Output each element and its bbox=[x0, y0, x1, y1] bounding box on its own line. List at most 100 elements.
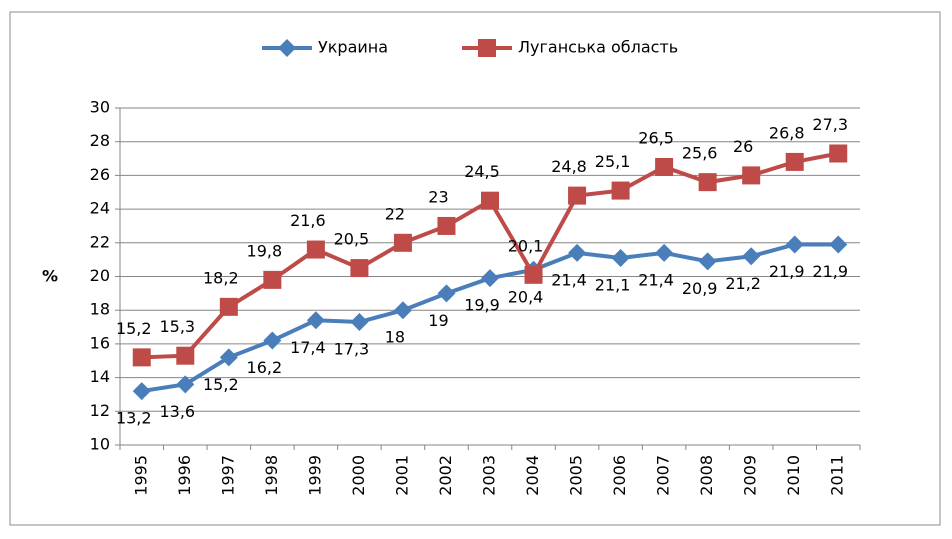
value-label: 21,4 bbox=[638, 270, 674, 289]
legend-marker bbox=[278, 39, 296, 57]
point bbox=[176, 375, 195, 394]
value-label: 27,3 bbox=[812, 115, 848, 134]
point bbox=[785, 152, 804, 171]
value-label: 15,2 bbox=[203, 375, 239, 394]
point bbox=[481, 191, 499, 210]
point bbox=[350, 259, 369, 278]
y-tick-label: 20 bbox=[90, 266, 110, 285]
point bbox=[306, 240, 325, 259]
value-label: 20,9 bbox=[682, 279, 718, 298]
y-tick-label: 30 bbox=[90, 98, 110, 117]
value-label: 18,2 bbox=[203, 268, 239, 287]
value-label: 19 bbox=[428, 311, 448, 330]
point bbox=[698, 173, 717, 192]
point bbox=[829, 144, 848, 163]
x-tick-label: 2002 bbox=[436, 455, 455, 496]
y-tick-label: 28 bbox=[90, 131, 110, 150]
value-label: 20,4 bbox=[508, 287, 544, 306]
point bbox=[655, 157, 674, 176]
y-tick-label: 12 bbox=[90, 401, 110, 420]
point bbox=[524, 265, 543, 284]
chart-frame bbox=[9, 11, 941, 526]
x-tick-label: 2001 bbox=[392, 455, 411, 496]
value-label: 25,6 bbox=[682, 144, 718, 163]
x-tick-label: 2004 bbox=[523, 455, 542, 496]
legend-label: Украина bbox=[318, 38, 388, 57]
point bbox=[568, 186, 587, 205]
value-label: 21,2 bbox=[725, 274, 761, 293]
point bbox=[393, 233, 412, 252]
x-tick-label: 1996 bbox=[175, 455, 194, 496]
point bbox=[306, 311, 325, 330]
point bbox=[437, 284, 456, 303]
value-label: 17,3 bbox=[334, 339, 370, 358]
value-label: 25,1 bbox=[595, 152, 631, 171]
value-label: 21,6 bbox=[290, 211, 326, 230]
value-label: 18 bbox=[385, 328, 405, 347]
point bbox=[437, 216, 456, 235]
value-label: 13,6 bbox=[159, 402, 195, 421]
value-label: 15,2 bbox=[116, 319, 152, 338]
point bbox=[568, 243, 587, 262]
point bbox=[785, 235, 804, 254]
legend-marker bbox=[478, 39, 496, 57]
point bbox=[350, 312, 369, 331]
x-tick-label: 2010 bbox=[784, 455, 803, 496]
point bbox=[263, 270, 282, 289]
value-label: 21,1 bbox=[595, 275, 631, 294]
value-label: 15,3 bbox=[159, 317, 195, 336]
value-label: 26,5 bbox=[638, 128, 674, 147]
point bbox=[698, 252, 717, 271]
x-tick-label: 1999 bbox=[305, 455, 324, 496]
value-label: 19,8 bbox=[247, 241, 283, 260]
x-tick-label: 2000 bbox=[349, 455, 368, 496]
point bbox=[393, 301, 412, 320]
y-tick-label: 26 bbox=[90, 165, 110, 184]
value-label: 16,2 bbox=[247, 358, 283, 377]
y-tick-label: 18 bbox=[90, 300, 110, 319]
point bbox=[742, 247, 761, 266]
x-tick-label: 2007 bbox=[654, 455, 673, 496]
point bbox=[481, 269, 499, 288]
point bbox=[655, 243, 674, 262]
value-label: 20,1 bbox=[508, 236, 544, 255]
value-label: 24,8 bbox=[551, 157, 587, 176]
legend-label: Луганська область bbox=[518, 38, 678, 57]
x-tick-label: 2003 bbox=[480, 455, 499, 496]
point bbox=[611, 248, 630, 267]
value-label: 13,2 bbox=[116, 409, 152, 428]
y-tick-label: 24 bbox=[90, 199, 110, 218]
value-label: 23 bbox=[428, 187, 448, 206]
y-tick-label: 14 bbox=[90, 367, 110, 386]
x-tick-label: 1997 bbox=[218, 455, 237, 496]
point bbox=[219, 297, 238, 316]
y-tick-label: 10 bbox=[90, 435, 110, 454]
x-tick-label: 1998 bbox=[262, 455, 281, 496]
x-tick-label: 1995 bbox=[131, 455, 150, 496]
x-tick-label: 2005 bbox=[567, 455, 586, 496]
y-axis-label: % bbox=[42, 267, 58, 286]
value-label: 24,5 bbox=[464, 162, 500, 181]
value-label: 21,9 bbox=[812, 262, 848, 281]
point bbox=[611, 181, 630, 200]
point bbox=[132, 382, 151, 401]
value-label: 20,5 bbox=[334, 230, 370, 249]
value-label: 26,8 bbox=[769, 123, 805, 142]
point bbox=[176, 346, 195, 365]
x-tick-label: 2008 bbox=[697, 455, 716, 496]
x-tick-label: 2006 bbox=[610, 455, 629, 496]
x-tick-label: 2009 bbox=[741, 455, 760, 496]
value-label: 26 bbox=[733, 137, 753, 156]
point bbox=[219, 348, 238, 367]
point bbox=[742, 166, 761, 185]
point bbox=[132, 348, 151, 367]
x-tick-label: 2011 bbox=[828, 455, 847, 496]
value-label: 21,9 bbox=[769, 262, 805, 281]
value-label: 19,9 bbox=[464, 296, 500, 315]
y-tick-label: 22 bbox=[90, 232, 110, 251]
point bbox=[263, 331, 282, 350]
value-label: 21,4 bbox=[551, 270, 587, 289]
value-label: 22 bbox=[385, 204, 405, 223]
